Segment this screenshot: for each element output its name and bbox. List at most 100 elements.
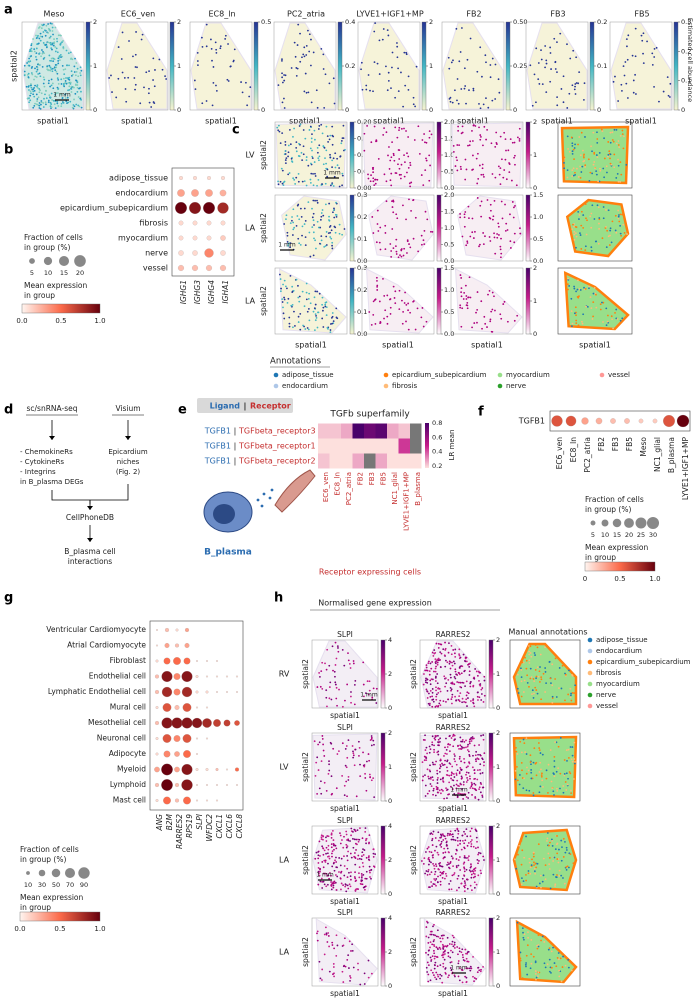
spot (434, 849, 436, 852)
spot (499, 245, 502, 248)
colorbar-tick-label: 0 (496, 982, 500, 990)
spot (110, 74, 112, 77)
spot (568, 669, 570, 672)
spot (471, 130, 473, 132)
spot (445, 774, 448, 776)
spot (534, 644, 537, 646)
spot (470, 681, 472, 683)
spot (383, 173, 386, 176)
spot (544, 691, 547, 693)
dot (196, 706, 198, 709)
spot (626, 97, 629, 99)
spot (350, 834, 352, 837)
spot (431, 661, 434, 663)
spot (372, 171, 375, 174)
spot (76, 90, 79, 93)
spot (476, 971, 479, 974)
spot (319, 226, 322, 229)
label: | (234, 442, 237, 451)
spot (36, 86, 39, 89)
spot (627, 34, 630, 37)
spot (595, 173, 598, 176)
colorbar (380, 825, 386, 895)
spot (539, 666, 541, 668)
spot (468, 89, 470, 92)
spot (435, 693, 438, 696)
spot (521, 927, 524, 930)
spot (55, 47, 58, 50)
spot (333, 670, 336, 673)
spot (59, 43, 62, 46)
spot (284, 153, 287, 155)
spot (468, 761, 470, 764)
dot (624, 418, 630, 424)
tissue (512, 828, 578, 892)
spot (453, 89, 456, 92)
spot (331, 166, 333, 169)
label: TGFbeta_receptor1 (238, 442, 316, 451)
spot (537, 945, 540, 948)
spot (477, 874, 480, 877)
spot (335, 861, 338, 863)
spot (75, 79, 77, 82)
colorbar-tick-label: 0.2 (681, 47, 691, 55)
spot (447, 743, 449, 746)
spot (519, 232, 522, 235)
legend-swatch (587, 692, 593, 698)
spot (73, 71, 76, 73)
colorbar-tick-label: 2 (533, 118, 537, 126)
spot (464, 158, 467, 161)
spot (459, 216, 462, 219)
spot (362, 854, 365, 856)
spot (452, 649, 455, 651)
spot (315, 851, 318, 854)
heat-cell (375, 453, 387, 469)
colorbar-tick-label: 0.2 (345, 62, 355, 70)
spot (613, 128, 616, 131)
spot (363, 149, 366, 152)
spot (454, 738, 456, 741)
spot (422, 184, 425, 187)
spot (473, 873, 476, 875)
spot (468, 663, 470, 665)
spot (290, 304, 293, 307)
spot (443, 763, 446, 766)
spot (439, 937, 442, 940)
spot (559, 787, 561, 790)
spot (560, 88, 563, 90)
colorbar-tick-label: 1 (429, 62, 433, 70)
spot (370, 744, 373, 747)
row-label: LA (279, 948, 290, 957)
col-label: FB3 (368, 472, 376, 485)
spot (609, 157, 611, 160)
spot (598, 227, 601, 230)
spot (442, 953, 444, 956)
colorbar-tick-label: 1 (496, 670, 500, 678)
spot (61, 97, 64, 100)
spot (465, 766, 468, 769)
spot (499, 313, 502, 316)
col-label: LYVE1+IGF1+MP (681, 437, 690, 501)
dot (203, 202, 215, 214)
spot (40, 101, 43, 104)
map-frame (609, 21, 673, 111)
spot (441, 876, 444, 879)
spot (483, 679, 486, 682)
spot (297, 296, 300, 299)
spot (566, 865, 569, 868)
spot (345, 846, 348, 849)
spot (62, 102, 65, 104)
spot (528, 653, 531, 656)
spot (554, 68, 557, 70)
arrow-head (87, 538, 93, 542)
spot (378, 73, 381, 75)
size-legend-label: 30 (38, 881, 46, 889)
spot (435, 642, 438, 645)
spot (461, 948, 464, 951)
spot (449, 667, 452, 670)
spot (409, 185, 412, 188)
spot (468, 740, 471, 743)
spot (591, 318, 594, 320)
spot (446, 847, 449, 850)
spot (513, 141, 516, 144)
